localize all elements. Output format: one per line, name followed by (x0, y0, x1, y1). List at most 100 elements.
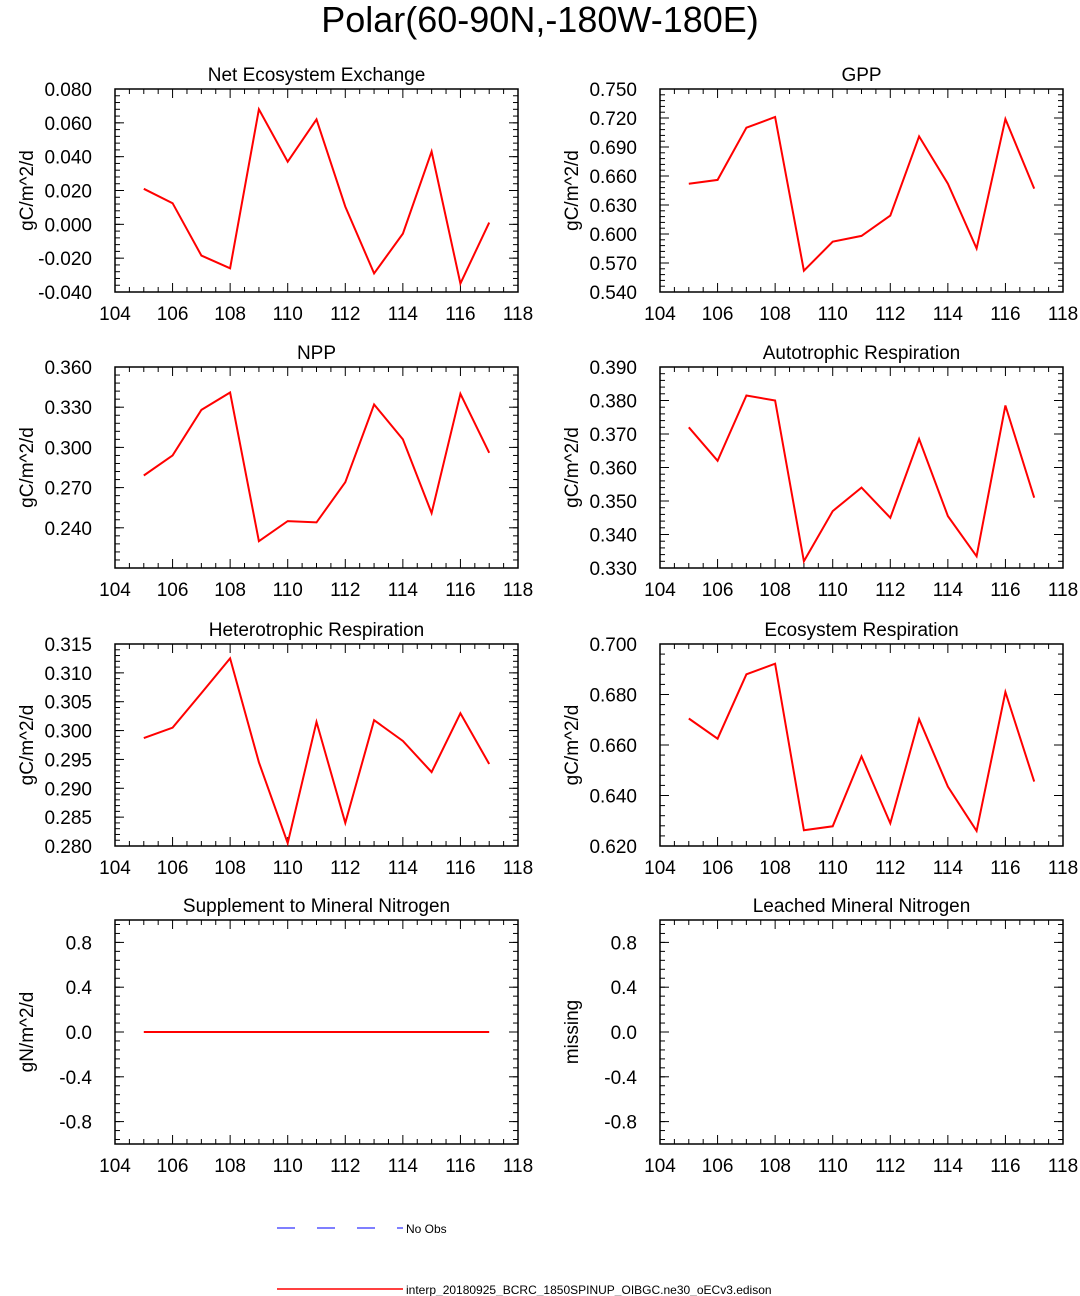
chart-panel-2: NPP gC/m^2/d 104 106 108 110 112 114 116 118 0.240… (17, 343, 533, 601)
chart-title: Supplement to Mineral Nitrogen (183, 896, 450, 917)
x-tick-label: 106 (157, 580, 189, 601)
x-tick-label: 108 (759, 304, 791, 325)
series-line-0 (688, 115, 1036, 273)
x-tick-label: 106 (702, 304, 734, 325)
y-tick-label: 0.600 (589, 225, 637, 246)
x-tick-label: 106 (702, 580, 734, 601)
chart-title: Net Ecosystem Exchange (208, 65, 426, 86)
x-tick-label: 104 (99, 858, 131, 879)
y-tick-label: -0.4 (59, 1068, 92, 1089)
x-tick-label: 116 (990, 304, 1020, 325)
x-tick-label: 114 (388, 858, 419, 879)
x-tick-label: 112 (875, 580, 905, 601)
y-tick-label: 0.640 (589, 787, 637, 808)
x-tick-label: 106 (157, 304, 189, 325)
y-axis-label: gC/m^2/d (562, 150, 583, 231)
plot-frame (659, 643, 1064, 847)
x-tick-label: 110 (818, 858, 848, 879)
x-tick-label: 114 (388, 1156, 419, 1177)
chart-title: Ecosystem Respiration (764, 620, 958, 641)
x-tick-label: 116 (445, 304, 475, 325)
y-axis-label: gN/m^2/d (17, 992, 38, 1073)
x-tick-label: 116 (445, 858, 475, 879)
y-tick-label: 0.315 (44, 635, 92, 656)
y-tick-label: 0.0 (66, 1023, 92, 1044)
y-tick-label: 0.620 (589, 837, 637, 858)
y-axis-label: gC/m^2/d (17, 150, 38, 231)
x-tick-label: 104 (644, 1156, 676, 1177)
x-tick-label: 104 (644, 580, 676, 601)
x-tick-label: 118 (503, 304, 533, 325)
y-tick-label: 0.240 (44, 519, 92, 540)
x-tick-label: 118 (1048, 1156, 1078, 1177)
y-tick-label: -0.8 (59, 1113, 92, 1134)
legend-label-no-obs: No Obs (406, 1222, 447, 1236)
series-line-0 (688, 394, 1036, 565)
y-tick-label: 0.380 (589, 392, 637, 413)
chart-title: NPP (297, 343, 336, 364)
plot-frame (659, 366, 1064, 569)
x-tick-label: 112 (875, 304, 905, 325)
y-tick-label: 0.660 (589, 736, 637, 757)
x-tick-label: 112 (330, 580, 360, 601)
y-tick-label: 0.630 (589, 196, 637, 217)
y-tick-label: 0.280 (44, 837, 92, 858)
y-tick-label: -0.4 (604, 1068, 637, 1089)
y-tick-label: -0.040 (38, 283, 92, 304)
x-tick-label: 110 (273, 1156, 303, 1177)
y-tick-label: 0.0 (611, 1023, 637, 1044)
x-tick-label: 110 (818, 304, 848, 325)
x-tick-label: 108 (759, 858, 791, 879)
series-line-0 (143, 390, 491, 543)
y-axis-label: missing (562, 1000, 583, 1064)
x-tick-label: 116 (990, 858, 1020, 879)
y-tick-label: 0.060 (44, 114, 92, 135)
plot-frame (659, 919, 1064, 1145)
x-tick-label: 114 (388, 304, 419, 325)
x-tick-label: 104 (99, 580, 131, 601)
y-tick-label: 0.570 (589, 254, 637, 275)
x-tick-label: 116 (990, 580, 1020, 601)
x-tick-label: 108 (759, 580, 791, 601)
y-tick-label: 0.310 (44, 664, 92, 685)
y-tick-label: 0.285 (44, 808, 92, 829)
y-tick-label: 0.330 (44, 398, 92, 419)
y-tick-label: 0.4 (66, 978, 93, 999)
legend-label-model: interp_20180925_BCRC_1850SPINUP_OIBGC.ne… (406, 1283, 772, 1296)
x-tick-label: 106 (157, 858, 189, 879)
x-tick-label: 110 (273, 858, 303, 879)
plot-frame (114, 643, 519, 847)
y-tick-label: 0.295 (44, 750, 92, 771)
y-axis-label: gC/m^2/d (562, 427, 583, 508)
chart-panel-0: Net Ecosystem Exchange gC/m^2/d 104 106 108 1… (17, 65, 533, 325)
chart-panel-5: Ecosystem Respiration gC/m^2/d 104 106 108 11… (562, 620, 1078, 879)
series-line-0 (143, 106, 491, 287)
y-axis-label: gC/m^2/d (562, 705, 583, 786)
chart-panel-1: GPP gC/m^2/d 104 106 108 110 112 114 116 118 0.540… (562, 65, 1078, 325)
y-tick-label: 0.700 (589, 635, 637, 656)
y-tick-label: 0.660 (589, 167, 637, 188)
page-title: Polar(60-90N,-180W-180E) (321, 0, 759, 40)
y-tick-label: 0.020 (44, 182, 92, 203)
x-tick-label: 110 (818, 580, 848, 601)
y-tick-label: 0.680 (589, 686, 637, 707)
chart-title: Autotrophic Respiration (763, 343, 961, 364)
y-tick-label: 0.690 (589, 138, 637, 159)
y-tick-label: 0.080 (44, 80, 92, 101)
y-tick-label: 0.305 (44, 693, 92, 714)
y-tick-label: 0.8 (611, 933, 637, 954)
plot-frame (659, 88, 1064, 293)
x-tick-label: 110 (273, 580, 303, 601)
x-tick-label: 108 (214, 304, 246, 325)
x-tick-label: 110 (273, 304, 303, 325)
y-tick-label: 0.370 (589, 425, 637, 446)
x-tick-label: 112 (330, 304, 360, 325)
x-tick-label: 114 (933, 580, 964, 601)
y-tick-label: 0.4 (611, 978, 638, 999)
y-tick-label: 0.300 (44, 438, 92, 459)
chart-title: GPP (841, 65, 881, 86)
x-tick-label: 106 (157, 1156, 189, 1177)
x-tick-label: 118 (1048, 304, 1078, 325)
x-tick-label: 104 (644, 858, 676, 879)
y-tick-label: 0.350 (589, 492, 637, 513)
